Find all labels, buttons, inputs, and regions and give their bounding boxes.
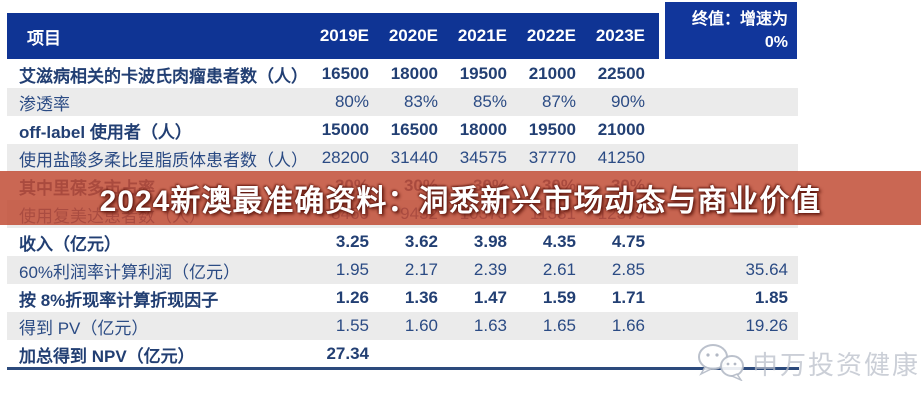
row-value: 19500: [528, 120, 576, 139]
header-year-cell: 2020E: [388, 26, 438, 45]
table-row: 使用盐酸多柔比星脂质体患者数（人） 28200 31440 34575 3777…: [7, 144, 798, 172]
row-label: 加总得到 NPV（亿元）: [19, 346, 195, 366]
row-value: 16500: [390, 120, 438, 139]
table-row: 渗透率 80% 83% 85% 87% 90%: [7, 88, 798, 116]
row-value: 18000: [459, 120, 507, 139]
table-row: 艾滋病相关的卡波氏肉瘤患者数（人） 16500 18000 19500 2100…: [7, 60, 798, 88]
row-value: 4.75: [611, 232, 645, 251]
row-value: 3.25: [335, 232, 369, 251]
table-row: off-label 使用者（人） 15000 16500 18000 19500…: [7, 116, 798, 144]
header-project-label: 项目: [27, 28, 61, 48]
terminal-header-line1: 终值：增速为: [691, 11, 788, 28]
row-value: 1.95: [335, 260, 369, 279]
watermark-text: 申万投资健康: [752, 350, 921, 380]
table-bottom-rule: [7, 367, 799, 370]
row-label: 收入（亿元）: [19, 234, 121, 254]
overlay-banner: 2024新澳最准确资料：洞悉新兴市场动态与商业价值: [0, 171, 921, 225]
watermark: 申万投资健康: [696, 341, 920, 386]
row-value: 1.63: [473, 316, 507, 335]
row-value: 21000: [597, 120, 645, 139]
row-value: 1.47: [473, 288, 507, 307]
row-value: 2.61: [542, 260, 576, 279]
header-year-cell: 2023E: [595, 26, 645, 45]
row-value: 28200: [321, 148, 369, 167]
row-value: 1.66: [611, 316, 645, 335]
row-value: 1.36: [404, 288, 438, 307]
overlay-banner-text: 2024新澳最准确资料：洞悉新兴市场动态与商业价值: [99, 185, 822, 218]
wechat-icon: [696, 341, 748, 386]
table-row: 按 8%折现率计算折现因子 1.26 1.36 1.47 1.59 1.71 1…: [7, 284, 798, 312]
header-year-cell: 2022E: [526, 26, 576, 45]
terminal-header: 终值：增速为 0%: [665, 2, 797, 59]
row-value: 21000: [528, 64, 576, 83]
row-value: 16500: [321, 64, 369, 83]
row-value: 15000: [321, 120, 369, 139]
row-value: 31440: [390, 148, 438, 167]
row-value: 19500: [459, 64, 507, 83]
row-label: off-label 使用者（人）: [19, 122, 192, 142]
row-value: 34575: [459, 148, 507, 167]
row-value: 27.34: [326, 344, 369, 363]
table-row: 收入（亿元） 3.25 3.62 3.98 4.35 4.75: [7, 228, 798, 256]
row-value: 22500: [597, 64, 645, 83]
row-value: 41250: [597, 148, 645, 167]
row-label: 渗透率: [19, 94, 70, 114]
row-label: 按 8%折现率计算折现因子: [19, 290, 219, 310]
header-year-cell: 2021E: [457, 26, 507, 45]
terminal-header-line2: 0%: [764, 34, 788, 51]
table-row: 加总得到 NPV（亿元） 27.34: [7, 340, 798, 368]
table-row: 60%利润率计算利润（亿元） 1.95 2.17 2.39 2.61 2.85 …: [7, 256, 798, 284]
row-value: 85%: [472, 92, 507, 111]
row-label: 使用盐酸多柔比星脂质体患者数（人）: [19, 150, 300, 170]
row-value: 37770: [528, 148, 576, 167]
row-label: 艾滋病相关的卡波氏肉瘤患者数（人）: [19, 66, 300, 86]
table-row: 得到 PV（亿元） 1.55 1.60 1.63 1.65 1.66 19.26: [7, 312, 798, 340]
row-value: 2.17: [404, 260, 438, 279]
header-year-cell: 2019E: [319, 26, 369, 45]
row-value: 90%: [610, 92, 645, 111]
row-value: 18000: [390, 64, 438, 83]
row-value: 4.35: [542, 232, 576, 251]
terminal-value: 19.26: [745, 316, 788, 335]
terminal-value: 1.85: [754, 288, 788, 307]
row-value: 87%: [541, 92, 576, 111]
row-label: 60%利润率计算利润（亿元）: [19, 262, 241, 282]
row-value: 83%: [403, 92, 438, 111]
row-value: 1.59: [542, 288, 576, 307]
row-value: 2.39: [473, 260, 507, 279]
row-value: 1.65: [542, 316, 576, 335]
row-value: 2.85: [611, 260, 645, 279]
row-value: 1.55: [335, 316, 369, 335]
row-value: 80%: [334, 92, 369, 111]
row-value: 3.98: [473, 232, 507, 251]
row-value: 1.60: [404, 316, 438, 335]
table-header: 项目 2019E 2020E 2021E 2022E 2023E: [7, 13, 659, 59]
row-value: 3.62: [404, 232, 438, 251]
terminal-value: 35.64: [745, 260, 788, 279]
row-label: 得到 PV（亿元）: [19, 318, 149, 338]
row-value: 1.26: [335, 288, 369, 307]
row-value: 1.71: [611, 288, 645, 307]
